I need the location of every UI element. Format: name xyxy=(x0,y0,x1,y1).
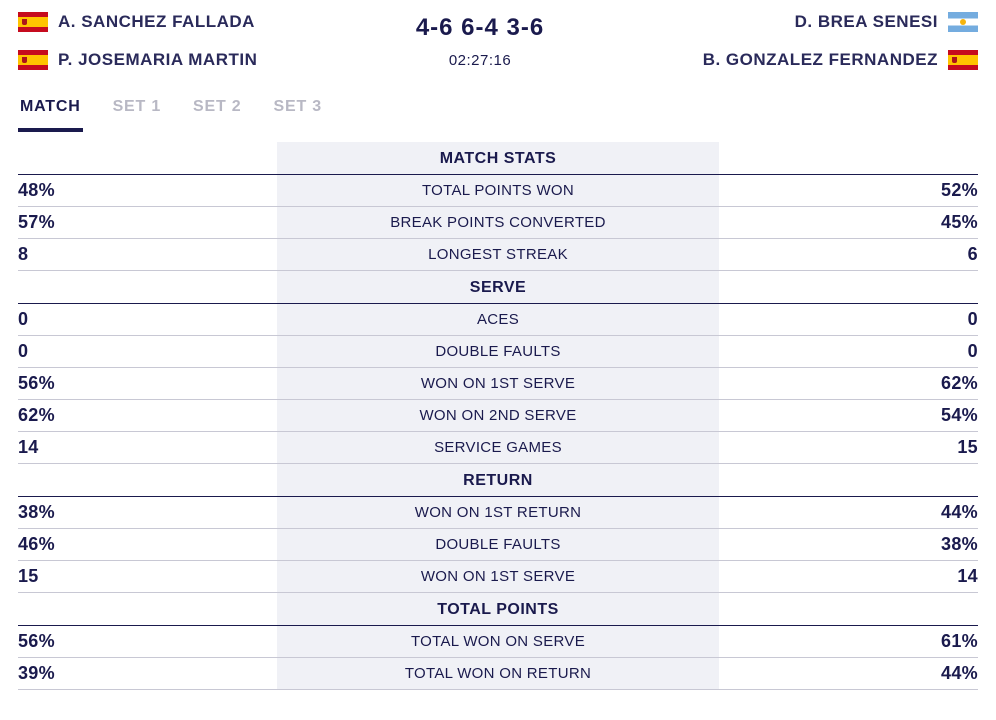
flag-icon xyxy=(948,12,978,32)
player-name: P. JOSEMARIA MARTIN xyxy=(58,50,257,70)
stat-label: ACES xyxy=(277,311,719,328)
match-header: A. SANCHEZ FALLADA P. JOSEMARIA MARTIN 4… xyxy=(18,8,978,84)
section-header: SERVE xyxy=(18,271,978,304)
match-score: 4-6 6-4 3-6 xyxy=(416,14,544,42)
stat-value-left: 38% xyxy=(18,502,277,523)
stat-label: LONGEST STREAK xyxy=(277,246,719,263)
stat-label: BREAK POINTS CONVERTED xyxy=(277,214,719,231)
stat-label: TOTAL WON ON SERVE xyxy=(277,633,719,650)
stat-label: DOUBLE FAULTS xyxy=(277,536,719,553)
stat-row: 8LONGEST STREAK6 xyxy=(18,239,978,271)
flag-icon xyxy=(948,50,978,70)
player-name: D. BREA SENESI xyxy=(795,12,938,32)
tab-set-2[interactable]: SET 2 xyxy=(191,90,243,132)
stat-value-left: 0 xyxy=(18,309,277,330)
stat-row: 39%TOTAL WON ON RETURN44% xyxy=(18,658,978,690)
stat-value-right: 14 xyxy=(719,566,978,587)
stat-row: 62%WON ON 2ND SERVE54% xyxy=(18,400,978,432)
stat-value-right: 6 xyxy=(719,244,978,265)
section-header: RETURN xyxy=(18,464,978,497)
stat-value-right: 44% xyxy=(719,502,978,523)
stat-value-left: 15 xyxy=(18,566,277,587)
stat-row: 15WON ON 1ST SERVE14 xyxy=(18,561,978,593)
player-right-2: B. GONZALEZ FERNANDEZ xyxy=(703,50,978,70)
player-name: B. GONZALEZ FERNANDEZ xyxy=(703,50,938,70)
stat-value-right: 52% xyxy=(719,180,978,201)
stat-value-right: 15 xyxy=(719,437,978,458)
stat-value-left: 48% xyxy=(18,180,277,201)
stat-value-right: 61% xyxy=(719,631,978,652)
score-center: 4-6 6-4 3-6 02:27:16 xyxy=(416,12,544,69)
stat-label: TOTAL POINTS WON xyxy=(277,182,719,199)
stat-row: 0ACES0 xyxy=(18,304,978,336)
stat-label: WON ON 1ST SERVE xyxy=(277,568,719,585)
stat-value-right: 0 xyxy=(719,309,978,330)
tab-set-1[interactable]: SET 1 xyxy=(111,90,163,132)
stat-value-left: 56% xyxy=(18,631,277,652)
stat-value-left: 57% xyxy=(18,212,277,233)
team-left: A. SANCHEZ FALLADA P. JOSEMARIA MARTIN xyxy=(18,12,257,70)
stat-value-right: 54% xyxy=(719,405,978,426)
stat-row: 46%DOUBLE FAULTS38% xyxy=(18,529,978,561)
player-right-1: D. BREA SENESI xyxy=(703,12,978,32)
section-header: MATCH STATS xyxy=(18,142,978,175)
stat-value-left: 56% xyxy=(18,373,277,394)
team-right: D. BREA SENESI B. GONZALEZ FERNANDEZ xyxy=(703,12,978,70)
stat-label: WON ON 2ND SERVE xyxy=(277,407,719,424)
match-duration: 02:27:16 xyxy=(416,52,544,69)
stat-row: 14SERVICE GAMES15 xyxy=(18,432,978,464)
stat-row: 38%WON ON 1ST RETURN44% xyxy=(18,497,978,529)
stat-label: WON ON 1ST SERVE xyxy=(277,375,719,392)
flag-icon xyxy=(18,50,48,70)
flag-icon xyxy=(18,12,48,32)
stat-value-left: 14 xyxy=(18,437,277,458)
stat-value-left: 8 xyxy=(18,244,277,265)
stat-row: 56%WON ON 1ST SERVE62% xyxy=(18,368,978,400)
stat-value-left: 46% xyxy=(18,534,277,555)
stat-value-left: 62% xyxy=(18,405,277,426)
stat-label: SERVICE GAMES xyxy=(277,439,719,456)
tabs-bar: MATCH SET 1 SET 2 SET 3 xyxy=(18,90,978,132)
stat-label: WON ON 1ST RETURN xyxy=(277,504,719,521)
stat-value-right: 44% xyxy=(719,663,978,684)
stat-value-left: 39% xyxy=(18,663,277,684)
stat-value-left: 0 xyxy=(18,341,277,362)
stat-row: 0DOUBLE FAULTS0 xyxy=(18,336,978,368)
stat-value-right: 45% xyxy=(719,212,978,233)
player-left-1: A. SANCHEZ FALLADA xyxy=(18,12,257,32)
section-header: TOTAL POINTS xyxy=(18,593,978,626)
stats-container: MATCH STATS48%TOTAL POINTS WON52%57%BREA… xyxy=(18,142,978,690)
stat-value-right: 0 xyxy=(719,341,978,362)
stat-label: TOTAL WON ON RETURN xyxy=(277,665,719,682)
stat-label: DOUBLE FAULTS xyxy=(277,343,719,360)
stat-row: 48%TOTAL POINTS WON52% xyxy=(18,175,978,207)
tab-match[interactable]: MATCH xyxy=(18,90,83,132)
player-name: A. SANCHEZ FALLADA xyxy=(58,12,255,32)
stat-value-right: 38% xyxy=(719,534,978,555)
player-left-2: P. JOSEMARIA MARTIN xyxy=(18,50,257,70)
stat-row: 57%BREAK POINTS CONVERTED45% xyxy=(18,207,978,239)
stat-value-right: 62% xyxy=(719,373,978,394)
tab-set-3[interactable]: SET 3 xyxy=(272,90,324,132)
stat-row: 56%TOTAL WON ON SERVE61% xyxy=(18,626,978,658)
